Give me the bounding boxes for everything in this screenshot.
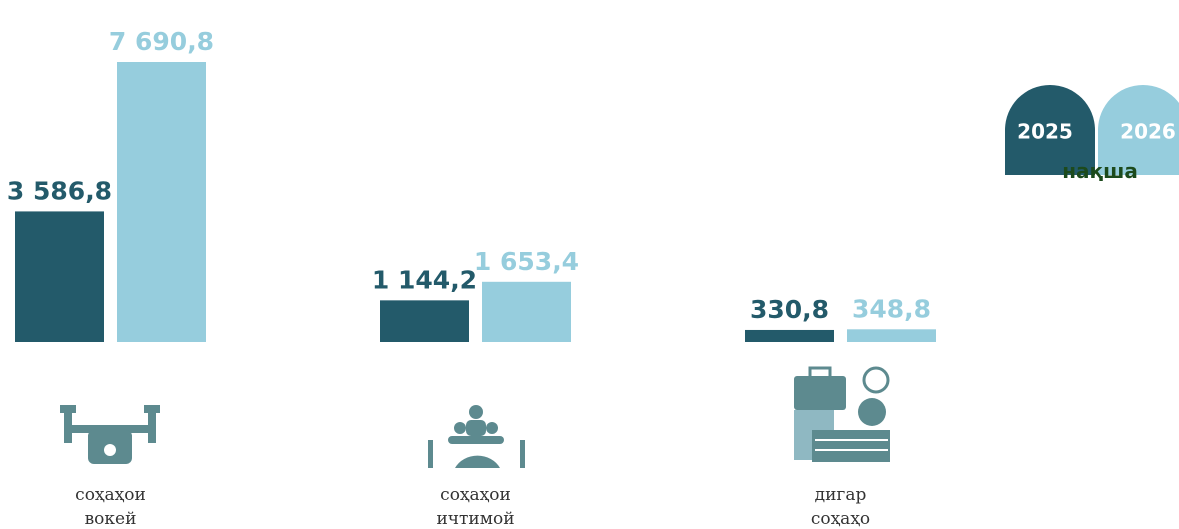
- legend: 2025 2026 нақша: [1005, 85, 1179, 183]
- category-label: дигар соҳаҳо: [811, 485, 870, 529]
- legend-note: нақша: [1062, 159, 1138, 183]
- category-label: соҳаҳои вокей: [75, 485, 146, 529]
- legend-swatch: [1005, 85, 1095, 175]
- bar: [482, 281, 571, 342]
- value-label: 3 586,8: [7, 176, 112, 205]
- icon-briefcase: [794, 366, 890, 462]
- legend-label: 2025: [1017, 120, 1073, 144]
- legend-label: 2026: [1120, 120, 1176, 144]
- legend-swatch: [1098, 85, 1179, 175]
- bar: [380, 300, 469, 342]
- value-label: 348,8: [852, 294, 931, 323]
- bar: [745, 329, 834, 342]
- bar: [847, 329, 936, 342]
- value-label: 330,8: [750, 295, 829, 324]
- category-label: соҳаҳои ичтимой: [436, 485, 514, 529]
- value-label: 7 690,8: [109, 27, 214, 56]
- value-label: 1 653,4: [474, 247, 579, 276]
- icon-people: [428, 405, 525, 468]
- bar: [117, 62, 206, 342]
- icon-drone: [60, 405, 160, 464]
- value-label: 1 144,2: [372, 265, 477, 294]
- bar: [15, 211, 104, 342]
